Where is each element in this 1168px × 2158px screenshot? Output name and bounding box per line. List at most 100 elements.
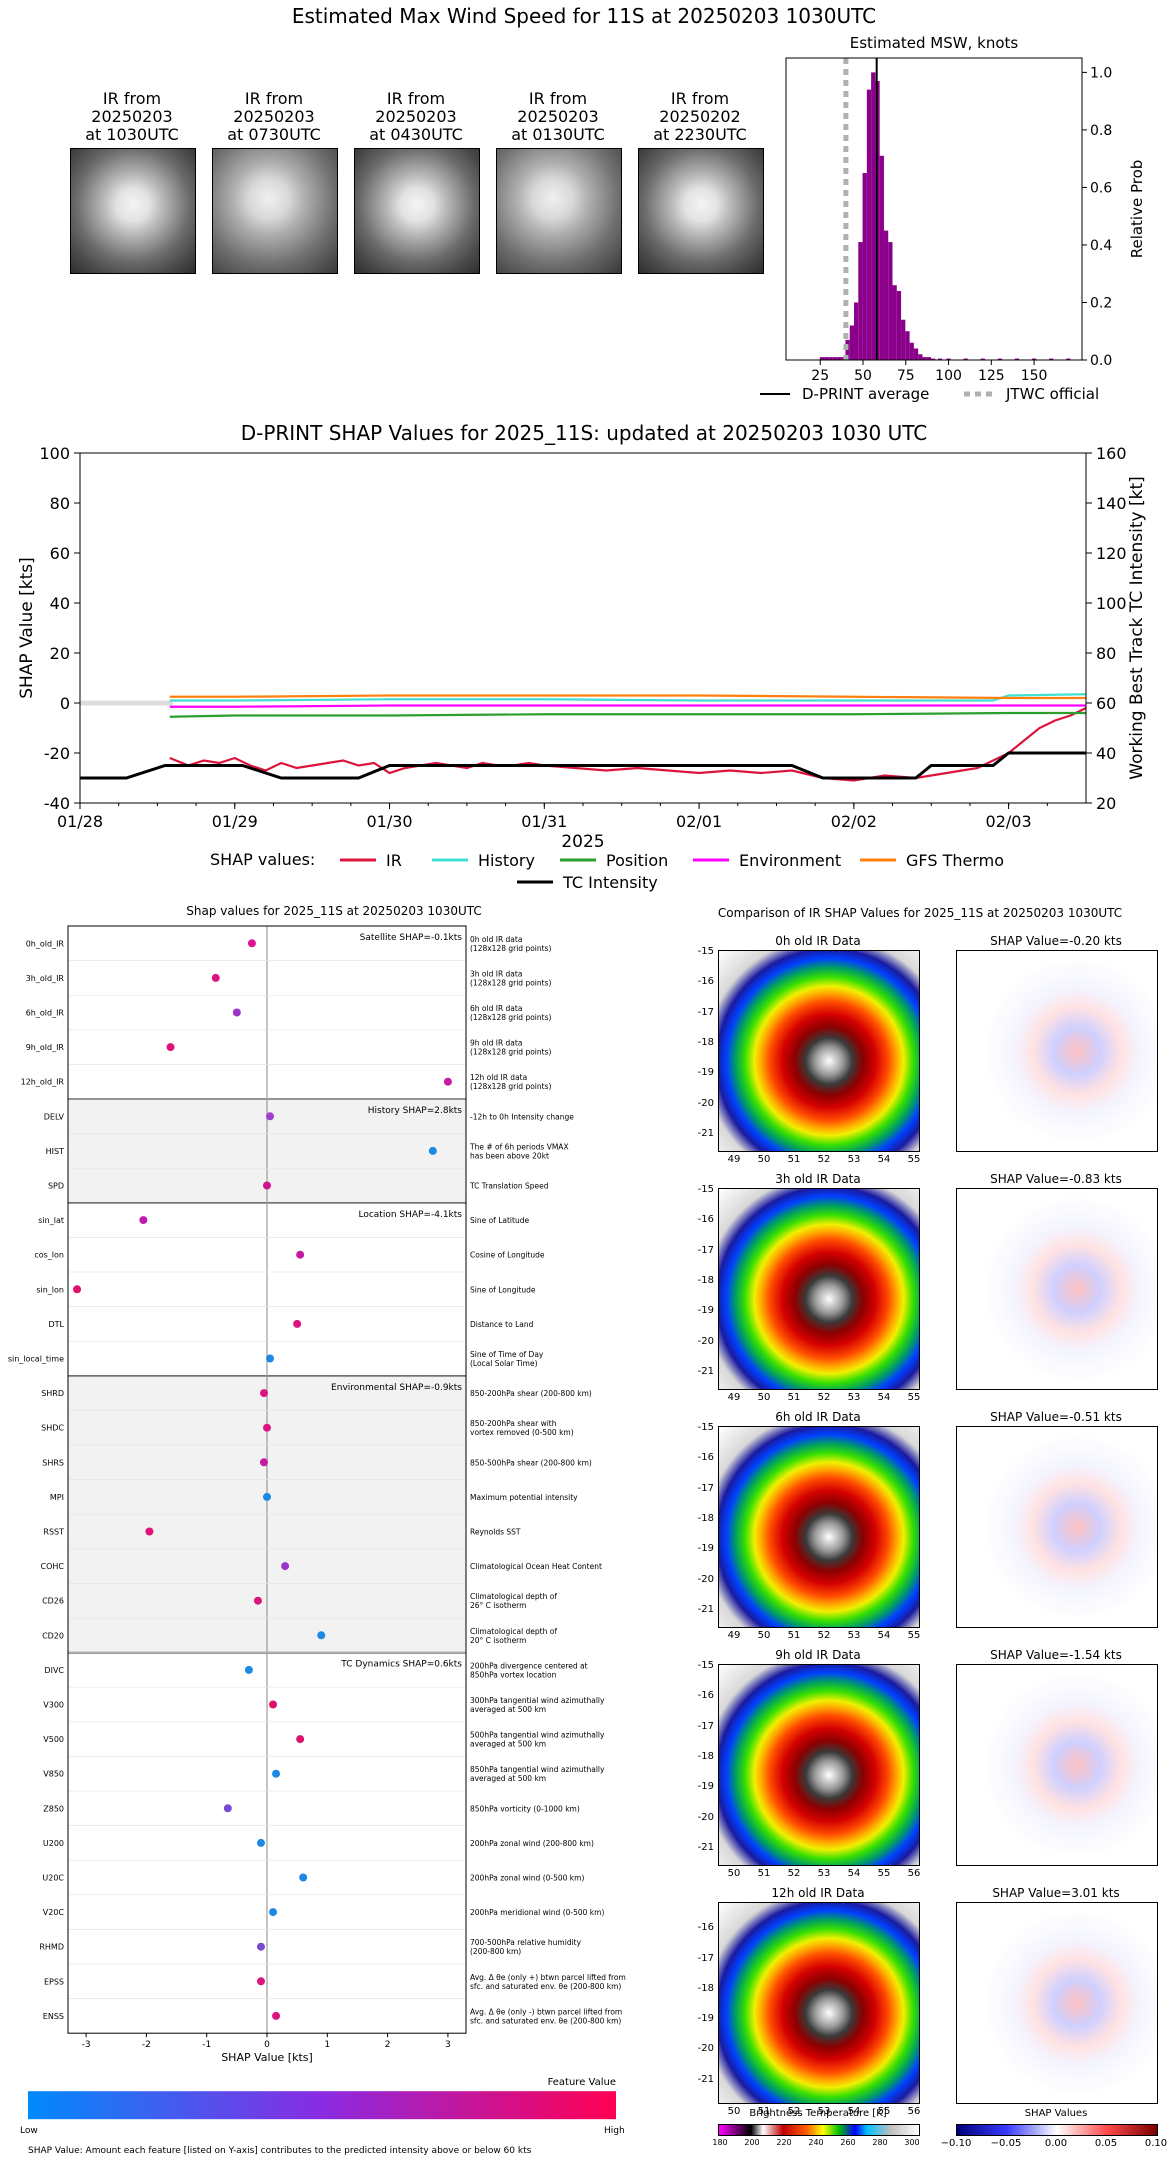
feature-description: (128x128 grid points) bbox=[470, 1082, 551, 1091]
feature-point bbox=[223, 1804, 232, 1813]
feature-name: V300 bbox=[43, 1701, 64, 1710]
feature-description: 200hPa meridional wind (0-500 km) bbox=[470, 1908, 604, 1917]
shap-tick-label: −0.10 bbox=[940, 2138, 972, 2149]
feature-name: U20C bbox=[42, 1874, 64, 1883]
histogram-bar bbox=[1031, 358, 1037, 360]
legend-avg-label: D-PRINT average bbox=[802, 385, 929, 403]
feature-description: Sine of Time of Day bbox=[470, 1350, 544, 1359]
shap-tick-label: 0.10 bbox=[1144, 2138, 1168, 2149]
feature-description: vortex removed (0-500 km) bbox=[470, 1428, 574, 1437]
feature-name: RHMD bbox=[39, 1943, 64, 1952]
ir-y-tick-label: -19 bbox=[697, 1067, 714, 1079]
feature-point bbox=[281, 1562, 290, 1571]
feature-name: HIST bbox=[46, 1147, 64, 1156]
ir-x-tick-label: 52 bbox=[787, 1868, 801, 1879]
feature-name: DELV bbox=[44, 1112, 65, 1121]
histogram-bar bbox=[931, 358, 936, 360]
histogram-bar bbox=[918, 354, 923, 360]
ir-x-tick-label: 49 bbox=[727, 1630, 741, 1641]
x-tick-label: 100 bbox=[935, 368, 962, 384]
y-axis-label: Relative Prob bbox=[1128, 160, 1146, 259]
ir-x-tick-label: 51 bbox=[787, 1630, 801, 1641]
colorbar-low: Low bbox=[20, 2126, 38, 2136]
x-axis-label: 2025 bbox=[561, 832, 604, 852]
y-tick-label: -40 bbox=[44, 794, 70, 813]
histogram-bar bbox=[841, 357, 846, 360]
feature-description: 6h old IR data bbox=[470, 1004, 522, 1013]
y-tick-label: 100 bbox=[39, 444, 70, 463]
histogram-bar bbox=[819, 357, 825, 360]
feature-point bbox=[139, 1216, 148, 1225]
feature-description: Reynolds SST bbox=[470, 1528, 521, 1537]
feature-point bbox=[145, 1527, 154, 1536]
feature-description: 850hPa vorticity (0-1000 km) bbox=[470, 1804, 580, 1813]
ir-x-tick-label: 52 bbox=[817, 1392, 831, 1403]
ir-y-tick-label: -17 bbox=[697, 1244, 714, 1256]
series-line-position bbox=[169, 711, 1086, 718]
y2-tick-label: 100 bbox=[1096, 594, 1127, 613]
feature-description: Sine of Longitude bbox=[470, 1285, 536, 1294]
feature-description: -12h to 0h Intensity change bbox=[470, 1112, 574, 1121]
ir-map-image bbox=[718, 950, 920, 1152]
feature-name: SHRD bbox=[41, 1389, 64, 1398]
ir-x-tick-label: 51 bbox=[757, 1868, 771, 1879]
brightness-tick-label: 260 bbox=[840, 2138, 856, 2147]
shap-colorbar-label: SHAP Values bbox=[1024, 2108, 1088, 2119]
ir-y-tick-label: -17 bbox=[697, 1952, 714, 1964]
legend-label: Position bbox=[606, 851, 668, 870]
ir-y-tick-label: -21 bbox=[697, 1365, 714, 1377]
ir-y-tick-label: -21 bbox=[697, 1841, 714, 1853]
histogram-bar bbox=[901, 319, 906, 360]
y-tick-label: 1.0 bbox=[1090, 65, 1112, 81]
y-tick-label: 0.2 bbox=[1090, 295, 1112, 311]
ir-y-tick-label: -19 bbox=[697, 1781, 714, 1793]
histogram-bar bbox=[980, 358, 985, 360]
comparison-title: Comparison of IR SHAP Values for 2025_11… bbox=[717, 906, 1123, 920]
feature-description: The # of 6h periods VMAX bbox=[469, 1142, 569, 1151]
histogram-bar bbox=[883, 230, 889, 360]
y2-tick-label: 20 bbox=[1096, 794, 1116, 813]
ir-y-tick-label: -20 bbox=[697, 1335, 714, 1347]
feature-description: Avg. Δ θe (only -) btwn parcel lifted fr… bbox=[470, 2007, 622, 2016]
ir-x-tick-label: 55 bbox=[877, 2106, 891, 2117]
x-tick-label: -2 bbox=[142, 2040, 151, 2050]
ir-x-tick-label: 52 bbox=[787, 2106, 801, 2117]
y2-axis-label: Working Best Track TC Intensity [kt] bbox=[1127, 476, 1147, 780]
histogram-bar bbox=[946, 358, 951, 360]
zero-band bbox=[80, 700, 173, 706]
histogram-bar bbox=[879, 155, 884, 360]
feature-name: SPD bbox=[48, 1182, 64, 1191]
ir-y-tick-label: -16 bbox=[697, 976, 714, 988]
legend-jtwc-label: JTWC official bbox=[1005, 385, 1099, 403]
ir-y-tick-label: -20 bbox=[697, 1811, 714, 1823]
ir-y-tick-label: -15 bbox=[697, 946, 714, 957]
page-title: Estimated Max Wind Speed for 11S at 2025… bbox=[291, 4, 877, 28]
msw-histogram: Estimated MSW, knots 25 50 75 100 125 150 0.0 0.… bbox=[760, 34, 1146, 403]
feature-description: 3h old IR data bbox=[470, 969, 522, 978]
y-tick-label: 80 bbox=[50, 494, 70, 513]
ir-y-tick-label: -17 bbox=[697, 1482, 714, 1494]
x-tick-label: 25 bbox=[811, 368, 829, 384]
ir-panel-title: 0h old IR Data bbox=[775, 934, 861, 948]
feature-name: SHDC bbox=[41, 1424, 64, 1433]
feature-name: sin_lat bbox=[38, 1216, 64, 1225]
feature-point bbox=[253, 1596, 262, 1605]
feature-name: DTL bbox=[48, 1320, 64, 1329]
ir-y-tick-label: -15 bbox=[697, 1422, 714, 1433]
feature-point bbox=[244, 1665, 253, 1674]
ir-x-tick-label: 50 bbox=[757, 1392, 771, 1403]
histogram-bar bbox=[849, 325, 855, 360]
feature-name: V850 bbox=[43, 1770, 64, 1779]
feature-description: (Local Solar Time) bbox=[470, 1359, 538, 1368]
x-tick-label: -3 bbox=[82, 2040, 91, 2050]
feature-point bbox=[317, 1631, 326, 1640]
ir-y-tick-label: -16 bbox=[697, 1214, 714, 1226]
feature-point bbox=[263, 1423, 271, 1432]
beeswarm-title: Shap values for 2025_11S at 20250203 103… bbox=[186, 904, 482, 918]
group-label: TC Dynamics SHAP=0.6kts bbox=[340, 1660, 462, 1670]
feature-description: Distance to Land bbox=[470, 1320, 534, 1329]
x-tick-label: -1 bbox=[202, 2040, 211, 2050]
ir-y-tick-label: -16 bbox=[697, 1452, 714, 1464]
feature-description: 850hPa vortex location bbox=[470, 1670, 557, 1679]
histogram-bar bbox=[909, 342, 914, 360]
